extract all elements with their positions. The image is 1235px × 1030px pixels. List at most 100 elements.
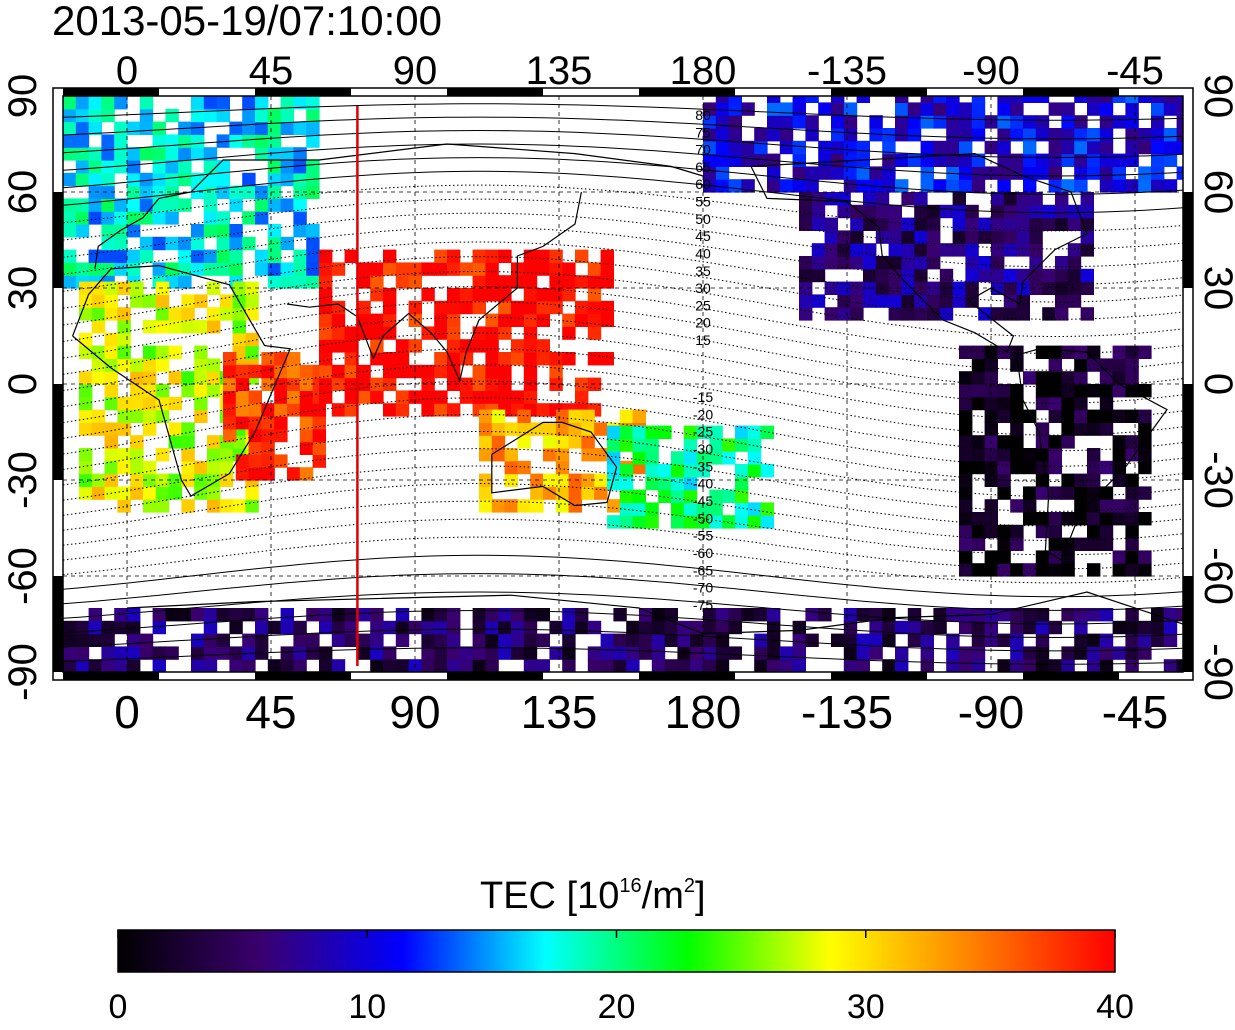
tec-cell [1099,153,1114,167]
magnetic-contour [63,628,1183,652]
tec-cell [1042,217,1056,231]
tec-cell [267,147,282,161]
tec-cell [274,428,288,443]
tec-cell [229,198,243,212]
tec-cell [1010,153,1024,167]
tec-cell [1048,448,1062,462]
tec-cell [447,352,461,366]
tec-cell [997,102,1011,116]
tec-cell [306,236,320,251]
tec-cell [1061,153,1075,167]
tec-cell [971,396,986,411]
tec-cell [1138,460,1152,475]
tec-cell [536,249,550,263]
lon-tick-label-top: 45 [249,49,294,93]
tec-cell [114,147,128,161]
tec-cell [319,275,333,289]
tec-cell [946,128,960,142]
tec-cell [639,608,653,622]
tec-cell [1099,646,1114,660]
tec-cell [555,409,570,423]
tec-cell [805,166,819,180]
tec-cell [498,390,512,404]
coastline [1016,348,1168,561]
tec-cell [459,300,474,315]
tec-cell [587,646,602,660]
tec-cell [683,515,698,529]
tec-cell [168,396,182,411]
tec-cell [181,384,195,398]
tec-cell [114,249,128,263]
tec-cell [248,364,262,379]
colorbar-title: TEC [1016/m2] [480,875,706,917]
lon-tick-label-bottom: -90 [958,686,1024,738]
tec-cell [1074,128,1088,142]
tec-cell [130,371,144,385]
tec-cell [139,211,154,225]
tec-cell [1074,96,1088,103]
tec-cell [1067,294,1082,308]
tec-cell [1061,115,1075,129]
tec-cell [927,243,941,257]
tec-cell [152,262,166,276]
tec-cell [1074,422,1088,436]
tec-cell [280,262,294,276]
tec-cell [792,620,806,635]
tec-cell [472,620,486,635]
tec-cell [104,460,118,475]
magnetic-latitude-label: 15 [695,332,711,348]
tec-cell [79,460,93,475]
tec-cell [232,332,246,347]
tec-cell [1087,166,1101,180]
tec-cell [1067,217,1082,231]
tec-cell [1176,96,1183,103]
tec-cell [997,486,1011,500]
tec-cell [549,646,563,660]
magnetic-contour [63,316,1183,388]
tec-cell [747,425,762,439]
tec-cell [1125,499,1139,513]
tec-cell [223,364,237,379]
tec-cell [79,473,93,487]
tec-cell [888,204,902,219]
tec-cell [799,307,813,321]
tec-cell [216,262,230,276]
tec-cell [1176,166,1183,180]
tec-cell [971,371,986,385]
tec-cell [434,390,448,404]
tec-cell [799,217,813,231]
tec-cell [863,243,877,257]
tec-cell [1010,448,1024,462]
tec-cell [901,281,915,295]
tec-cell [715,140,730,155]
tec-cell [101,172,115,187]
magnetic-contour [63,212,1183,268]
tec-cell [130,294,144,308]
tec-cell [677,646,691,660]
tec-cell [459,659,474,672]
tec-cell [472,633,486,647]
tec-cell [1010,608,1024,622]
tec-cell [696,464,710,478]
tec-cell [863,204,877,219]
tec-cell [203,620,218,635]
tec-cell [242,236,256,251]
tec-cell [168,307,182,321]
tec-cell [155,409,170,423]
magnetic-contour [63,332,1183,404]
tec-cell [245,307,259,321]
tec-cell [843,115,858,129]
tec-cell [997,179,1011,193]
tec-cell [1016,217,1030,231]
tec-cell [63,134,77,148]
tec-cell [63,659,77,672]
magnetic-contour [63,103,1183,121]
tec-cell [523,620,538,635]
tec-cell [952,294,966,308]
magnetic-contour [63,397,1183,467]
tec-cell [1176,608,1183,622]
tec-cell [875,268,890,283]
tec-cell [901,307,915,321]
tec-cell [1125,473,1139,487]
tec-cell [523,646,538,660]
